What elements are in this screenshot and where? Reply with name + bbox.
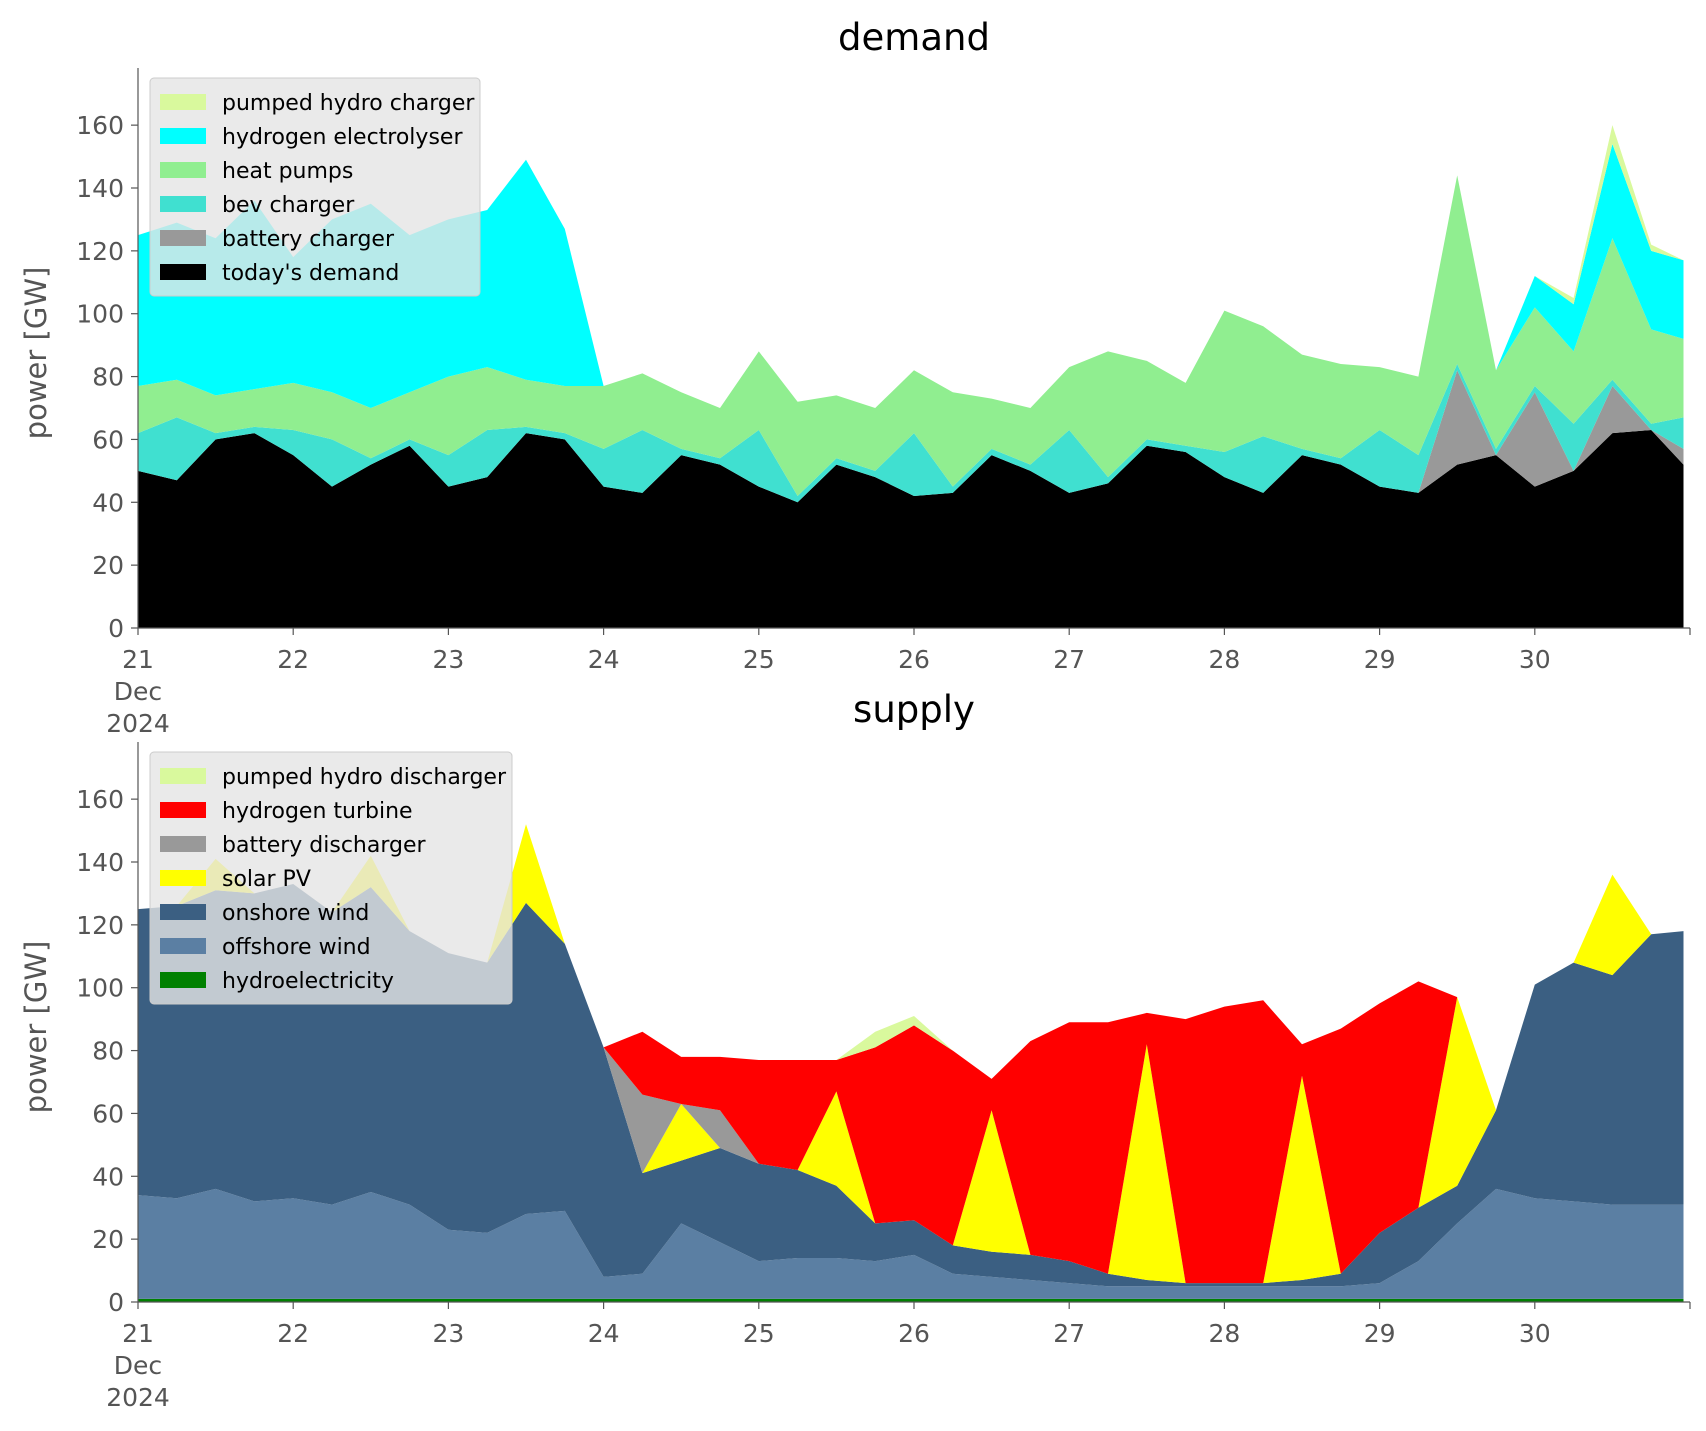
legend-label-hydrogen-electrolyser: hydrogen electrolyser <box>222 125 463 150</box>
y-tick-label: 100 <box>76 974 124 1003</box>
legend-swatch-battery-charger <box>160 230 206 246</box>
y-tick-label: 160 <box>76 785 124 814</box>
area-onshore-wind <box>138 884 1684 1287</box>
demand-chart: demand 0 20 40 60 80 100 120 140 160 power [GW] 21 D… <box>19 16 1691 738</box>
legend-swatch-hydrogen-electrolyser <box>160 128 206 144</box>
x-tick-label: 25 <box>743 1319 775 1348</box>
y-tick-label: 120 <box>76 237 124 266</box>
area-hydrogen-electrolyser <box>138 144 1684 408</box>
chart-title: demand <box>838 16 990 59</box>
y-tick-label: 60 <box>92 425 124 454</box>
y-tick-label: 40 <box>92 1162 124 1191</box>
x-tick-label: 23 <box>432 645 464 674</box>
x-tick-label: 26 <box>898 645 930 674</box>
legend-swatch-today-s-demand <box>160 264 206 280</box>
y-tick-label: 100 <box>76 300 124 329</box>
x-tick-label: 28 <box>1208 1319 1240 1348</box>
y-tick-label: 20 <box>92 551 124 580</box>
x-tick-sublabel: 2024 <box>106 1383 170 1412</box>
x-tick-label: 30 <box>1519 645 1551 674</box>
legend-label-today-s-demand: today's demand <box>222 261 399 286</box>
supply-chart: supply 0 20 40 60 80 100 120 140 160 power [GW] 21 D… <box>19 688 1691 1412</box>
x-tick-label: 24 <box>588 1319 620 1348</box>
area-bev-charger <box>138 364 1684 503</box>
legend-label-hydrogen-turbine: hydrogen turbine <box>222 799 413 824</box>
legend-swatch-heat-pumps <box>160 162 206 178</box>
area-hydroelectricity <box>138 1298 1684 1302</box>
area-solar-pv <box>138 824 1684 1284</box>
x-tick-label: 24 <box>588 645 620 674</box>
legend-label-offshore-wind: offshore wind <box>222 935 371 960</box>
y-tick-label: 20 <box>92 1225 124 1254</box>
y-tick-label: 140 <box>76 848 124 877</box>
area-offshore-wind <box>138 1188 1684 1299</box>
y-tick-label: 120 <box>76 911 124 940</box>
y-tick-label: 0 <box>108 614 124 643</box>
legend-box <box>149 77 481 297</box>
x-tick-label: 29 <box>1364 1319 1396 1348</box>
x-tick-label: 30 <box>1519 1319 1551 1348</box>
legend-label-heat-pumps: heat pumps <box>222 159 353 184</box>
legend-label-battery-discharger: battery discharger <box>222 833 427 858</box>
x-tick-label: 29 <box>1364 645 1396 674</box>
x-tick-label: 27 <box>1053 645 1085 674</box>
legend-label-onshore-wind: onshore wind <box>222 901 369 926</box>
x-tick-label: 23 <box>432 1319 464 1348</box>
legend-swatch-hydrogen-turbine <box>160 802 206 818</box>
legend-swatch-onshore-wind <box>160 904 206 920</box>
legend-swatch-pumped-hydro-charger <box>160 94 206 110</box>
x-tick-sublabel: Dec <box>114 1351 162 1380</box>
y-tick-label: 80 <box>92 363 124 392</box>
legend-swatch-offshore-wind <box>160 938 206 954</box>
y-tick-label: 60 <box>92 1099 124 1128</box>
y-axis-label: power [GW] <box>19 941 53 1114</box>
legend-label-solar-pv: solar PV <box>222 867 311 892</box>
x-tick-label: 26 <box>898 1319 930 1348</box>
x-tick-label: 21 <box>122 645 154 674</box>
legend-label-battery-charger: battery charger <box>222 227 395 252</box>
x-tick-sublabel: Dec <box>114 677 162 706</box>
legend-box <box>149 751 513 1005</box>
area-hydrogen-turbine <box>138 824 1684 1284</box>
x-tick-label: 22 <box>277 1319 309 1348</box>
x-tick-label: 27 <box>1053 1319 1085 1348</box>
legend-label-hydroelectricity: hydroelectricity <box>222 969 394 994</box>
area-heat-pumps <box>138 175 1684 496</box>
x-tick-label: 28 <box>1208 645 1240 674</box>
y-axis-label: power [GW] <box>19 267 53 440</box>
y-tick-label: 160 <box>76 111 124 140</box>
y-tick-label: 0 <box>108 1288 124 1317</box>
legend-swatch-bev-charger <box>160 196 206 212</box>
legend-swatch-pumped-hydro-discharger <box>160 768 206 784</box>
chart-title: supply <box>853 688 975 731</box>
legend-swatch-solar-pv <box>160 870 206 886</box>
x-tick-sublabel: 2024 <box>106 709 170 738</box>
x-tick-label: 21 <box>122 1319 154 1348</box>
y-tick-label: 140 <box>76 174 124 203</box>
area-today-s-demand <box>138 430 1684 628</box>
legend-label-pumped-hydro-charger: pumped hydro charger <box>222 91 475 116</box>
legend-swatch-hydroelectricity <box>160 972 206 988</box>
y-tick-label: 80 <box>92 1037 124 1066</box>
legend-swatch-battery-discharger <box>160 836 206 852</box>
legend-label-bev-charger: bev charger <box>222 193 355 218</box>
y-tick-label: 40 <box>92 488 124 517</box>
x-tick-label: 25 <box>743 645 775 674</box>
x-tick-label: 22 <box>277 645 309 674</box>
legend-label-pumped-hydro-discharger: pumped hydro discharger <box>222 765 507 790</box>
